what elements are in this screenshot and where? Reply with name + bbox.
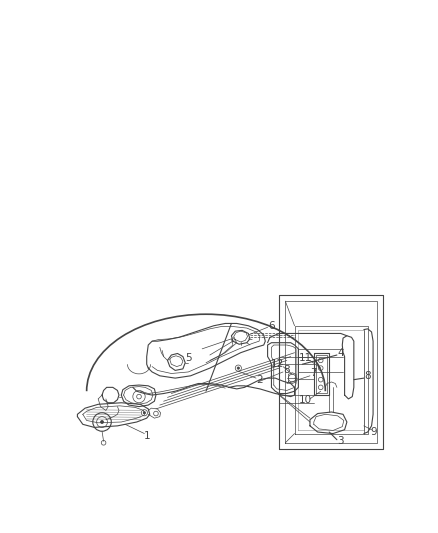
Text: 3: 3 — [337, 436, 344, 446]
Text: 11: 11 — [299, 353, 312, 363]
Text: 10: 10 — [299, 395, 312, 406]
Text: 8: 8 — [283, 365, 290, 375]
Circle shape — [237, 367, 240, 369]
Text: 5: 5 — [185, 353, 191, 363]
Circle shape — [143, 411, 145, 414]
Text: 9: 9 — [371, 427, 377, 437]
Text: 8: 8 — [364, 371, 371, 381]
Text: 1: 1 — [143, 431, 150, 441]
Circle shape — [100, 421, 103, 424]
Text: 4: 4 — [337, 348, 344, 358]
Text: 2: 2 — [257, 375, 263, 385]
Text: 12: 12 — [271, 359, 284, 369]
Text: 6: 6 — [268, 321, 275, 331]
Text: 7: 7 — [311, 368, 317, 378]
